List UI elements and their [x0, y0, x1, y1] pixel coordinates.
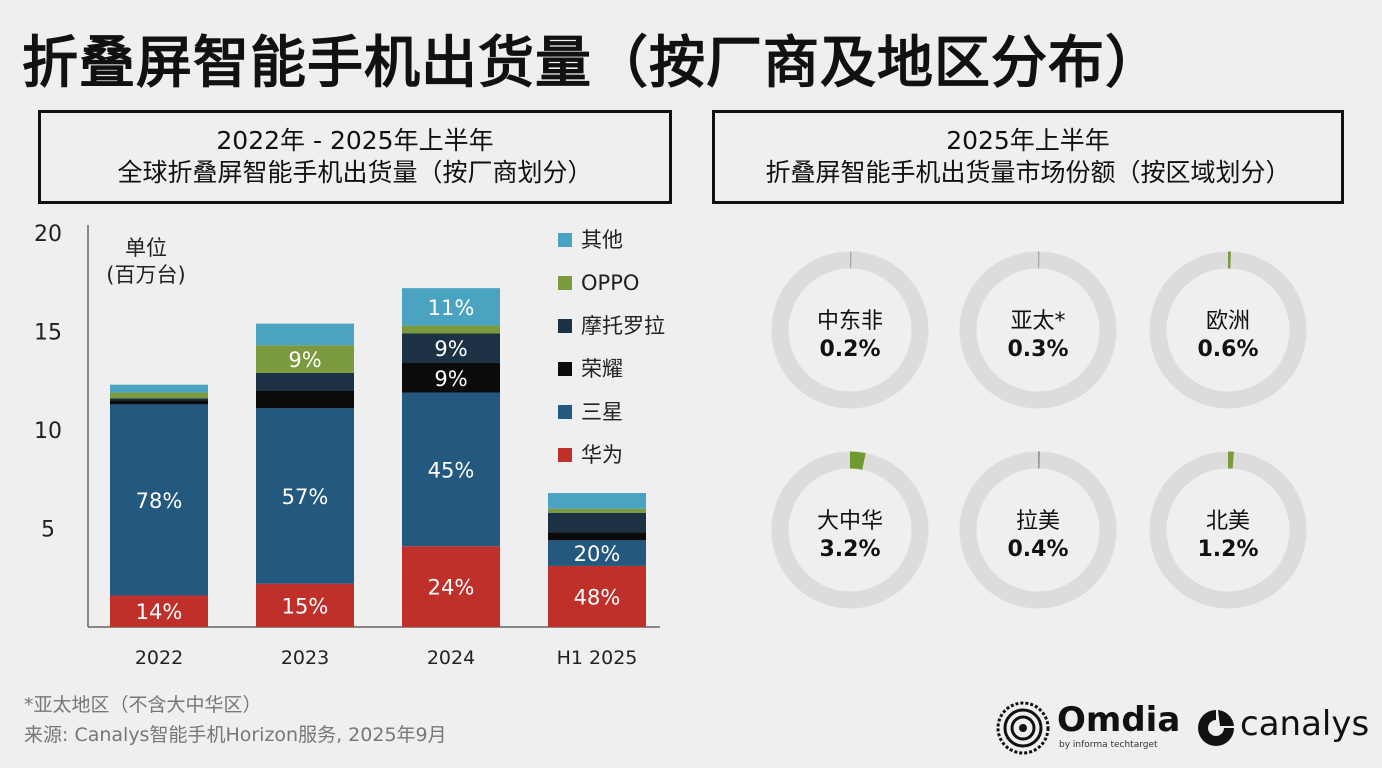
bar-data-label: 15%	[282, 594, 329, 618]
bar-segment	[256, 408, 354, 584]
page-title: 折叠屏智能手机出货量（按厂商及地区分布）	[22, 31, 1162, 96]
donut-slice	[849, 451, 866, 470]
region-donut-grid: 中东非 0.2% 亚太* 0.3% 欧洲 0.6% 大中华 3.2% 拉美 0.4% 北美 1.2%	[771, 251, 1307, 609]
bar-data-label: 9%	[434, 367, 467, 391]
legend-label: 荣耀	[581, 357, 623, 381]
donut-value-label: 3.2%	[819, 537, 880, 562]
x-tick-label: 2023	[281, 647, 329, 669]
bar-data-label: 57%	[282, 485, 329, 509]
left-panel-header: 2022年 - 2025年上半年 全球折叠屏智能手机出货量（按厂商划分）	[38, 110, 672, 204]
unit-label-line1: 单位	[125, 236, 167, 260]
y-tick-label: 5	[41, 518, 55, 543]
legend-swatch	[558, 276, 572, 290]
bar-segment	[110, 398, 208, 401]
donut-value-label: 0.6%	[1197, 337, 1258, 362]
omdia-logo: Omdia by informa techtarget	[995, 700, 1180, 756]
footnote-source: 来源: Canalys智能手机Horizon服务, 2025年9月	[24, 724, 447, 746]
legend-label: 华为	[581, 443, 623, 467]
legend-label: 其他	[581, 228, 623, 252]
footnote-note: *亚太地区（不含大中华区）	[24, 694, 262, 716]
bar-data-label: 11%	[428, 296, 475, 320]
donut-value-label: 0.2%	[819, 337, 880, 362]
bar-data-label: 20%	[574, 542, 621, 566]
bar-segment	[110, 384, 208, 393]
x-tick-label: 2022	[135, 647, 183, 669]
bar-segment	[548, 508, 646, 513]
bar-data-label: 9%	[434, 337, 467, 361]
donut-region-label: 北美	[1206, 509, 1250, 534]
legend-swatch	[558, 405, 572, 419]
bar-segment	[256, 323, 354, 346]
bar-data-label: 9%	[288, 348, 321, 372]
omdia-logo-sub: by informa techtarget	[1059, 740, 1158, 750]
bar-segment	[402, 288, 500, 326]
legend-swatch	[558, 362, 572, 376]
donut-value-label: 1.2%	[1197, 537, 1258, 562]
donut-value-label: 0.4%	[1007, 537, 1068, 562]
donut-value-label: 0.3%	[1007, 337, 1068, 362]
bar-data-label: 78%	[136, 489, 183, 513]
bar-segment	[548, 565, 646, 627]
bar-segment	[256, 345, 354, 373]
bar-segment	[402, 392, 500, 547]
bar-segment	[256, 372, 354, 391]
legend-swatch	[558, 448, 572, 462]
donut-region-label: 大中华	[817, 509, 883, 534]
left-panel-line2: 全球折叠屏智能手机出货量（按厂商划分）	[117, 158, 593, 187]
y-tick-label: 20	[34, 222, 62, 247]
right-panel-line2: 折叠屏智能手机出货量市场份额（按区域划分）	[765, 158, 1291, 187]
y-tick-label: 10	[34, 419, 62, 444]
bar-segment	[402, 363, 500, 393]
y-tick-label: 15	[34, 321, 62, 346]
bar-segment	[110, 392, 208, 399]
unit-label-line2: (百万台)	[106, 263, 185, 287]
bar-segment	[548, 532, 646, 541]
donut-region-label: 拉美	[1016, 509, 1060, 534]
legend-swatch	[558, 233, 572, 247]
bar-segment	[548, 540, 646, 566]
bar-data-label: 24%	[428, 576, 475, 600]
bar-segment	[110, 595, 208, 627]
bar-segment	[548, 493, 646, 509]
right-panel-line1: 2025年上半年	[946, 126, 1110, 155]
legend-label: OPPO	[581, 271, 639, 295]
bar-segment	[548, 512, 646, 533]
x-tick-label: 2024	[427, 647, 475, 669]
donut-region-label: 亚太*	[1010, 309, 1065, 334]
legend-label: 三星	[581, 400, 623, 424]
bar-segment	[256, 390, 354, 409]
omdia-logo-word: Omdia	[1057, 700, 1181, 740]
bar-segment	[402, 333, 500, 364]
canalys-logo-icon	[1198, 710, 1234, 746]
omdia-logo-icon	[996, 701, 1050, 755]
bar-data-label: 48%	[574, 585, 621, 609]
bar-segment	[402, 546, 500, 627]
bar-data-label: 45%	[428, 458, 475, 482]
right-panel-header: 2025年上半年 折叠屏智能手机出货量市场份额（按区域划分）	[712, 110, 1344, 204]
bar-segment	[110, 400, 208, 405]
canalys-logo: canalys	[1196, 702, 1376, 752]
donut-region-label: 中东非	[817, 309, 883, 334]
stacked-bar-chart: 单位 (百万台) 5 10 15 20 14% 78% 2022 15% 57% 9% 2023 24…	[34, 222, 665, 669]
canalys-logo-word: canalys	[1240, 704, 1370, 744]
donut-region-label: 欧洲	[1206, 309, 1250, 334]
bar-segment	[256, 583, 354, 627]
bar-segment	[402, 325, 500, 334]
legend-label: 摩托罗拉	[581, 314, 665, 338]
x-tick-label: H1 2025	[557, 647, 638, 669]
legend-swatch	[558, 319, 572, 333]
bar-segment	[110, 404, 208, 596]
left-panel-line1: 2022年 - 2025年上半年	[216, 126, 494, 155]
bar-data-label: 14%	[136, 600, 183, 624]
